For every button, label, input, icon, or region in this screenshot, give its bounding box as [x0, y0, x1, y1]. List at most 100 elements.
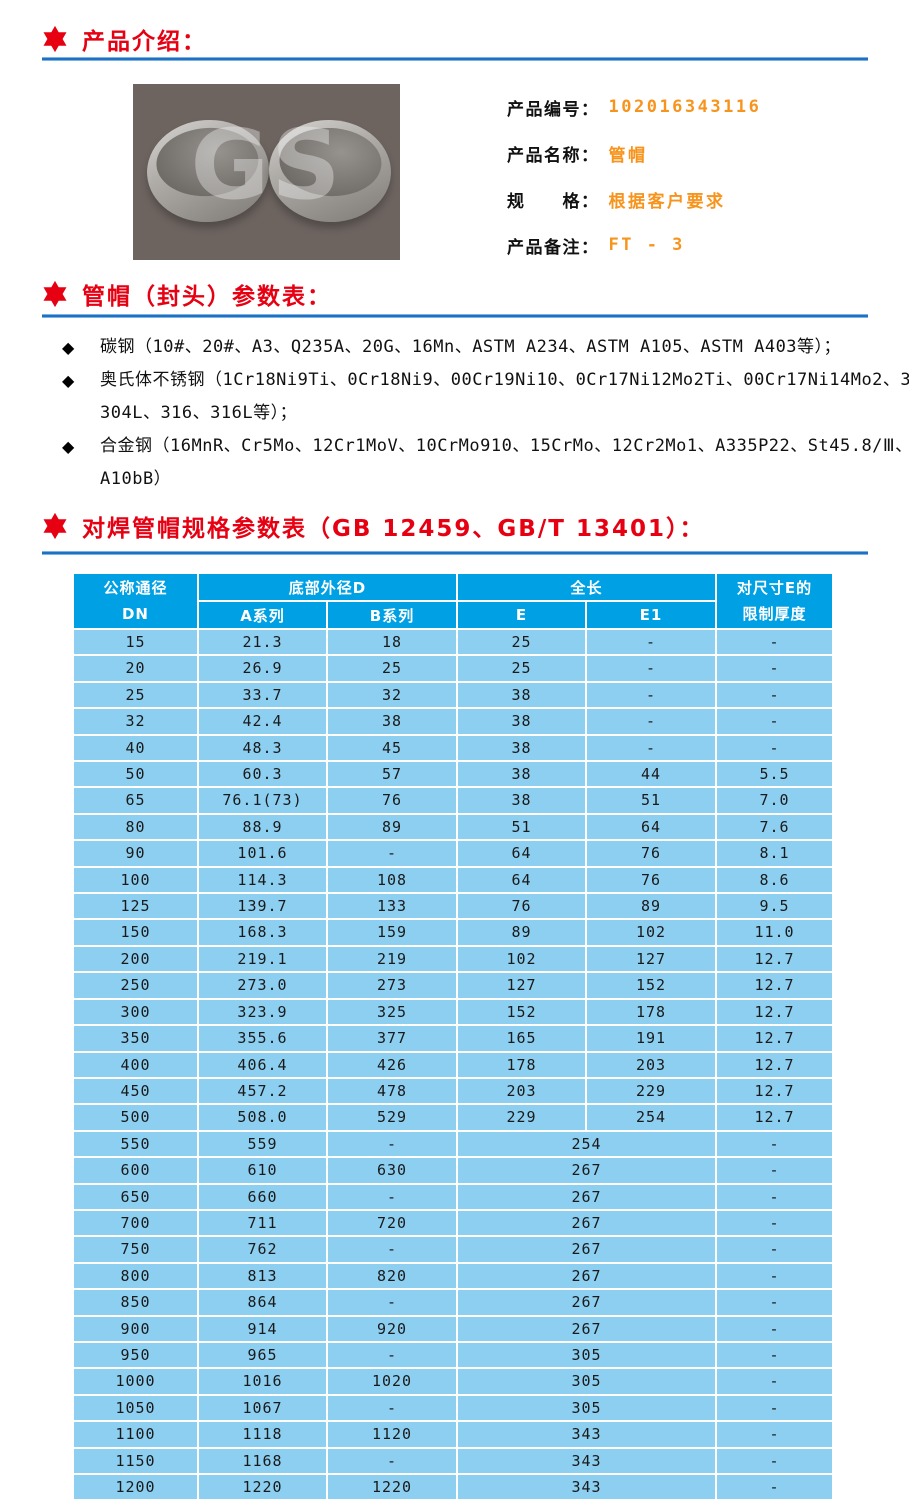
spec-cell: 267	[456, 1182, 717, 1211]
spec-cell: 229	[456, 1103, 587, 1132]
spec-row: 125 139.7 133 76 89 9.5	[72, 892, 834, 921]
col-group-length: 全长	[456, 572, 717, 602]
spec-cell: 80	[72, 812, 199, 842]
spec-row: 90 101.6-64 76 8.1	[72, 839, 834, 868]
spec-cell: -	[585, 627, 717, 657]
spec-cell: 25	[456, 627, 587, 657]
product-field: 产品编号： 102016343116	[507, 84, 761, 130]
product-info: 产品编号： 102016343116 产品名称： 管帽规 格： 根据客户要求 产品备注： F…	[507, 84, 761, 268]
star-icon	[43, 280, 67, 308]
spec-cell: 12.7	[715, 1103, 834, 1132]
spec-row: 250 273.0 273 127 152 12.7	[72, 971, 834, 1000]
spec-row: 450 457.2 478 203 229 12.7	[72, 1076, 834, 1106]
spec-row: 300 323.9 325 152 178 12.7	[72, 997, 834, 1027]
spec-row: 800 813 820 267-	[72, 1261, 834, 1291]
spec-cell: 65	[72, 786, 199, 815]
col-header-limit-line2: 限制厚度	[742, 605, 807, 623]
spec-row: 25 33.7 32 38- -	[72, 680, 834, 710]
product-photo: GS	[133, 84, 400, 260]
spec-cell: 450	[72, 1076, 199, 1106]
product-field-label: 产品名称：	[507, 145, 600, 166]
col-header-limit-line1: 对尺寸E的	[736, 579, 813, 597]
spec-cell: -	[326, 1393, 458, 1423]
spec-cell: 178	[456, 1050, 587, 1079]
product-field-value: 102016343116	[608, 97, 762, 117]
col-header-dn: 公称通径 DN	[72, 572, 199, 630]
spec-cell: 355.6	[197, 1024, 328, 1053]
spec-cell: 152	[585, 971, 717, 1000]
material-line: 奥氏体不锈钢（1Cr18Ni9Ti、0Cr18Ni9、00Cr19Ni10、0C…	[100, 370, 909, 390]
spec-cell: -	[715, 1129, 834, 1159]
spec-row: 200 219.1 219 102 127 12.7	[72, 944, 834, 974]
spec-cell: 1220	[197, 1472, 328, 1502]
spec-cell: 200	[72, 944, 199, 974]
material-lines: 碳钢（10#、20#、A3、Q235A、20G、16Mn、ASTM A234、A…	[100, 331, 841, 364]
spec-cell: 229	[585, 1076, 717, 1106]
spec-cell: 267	[456, 1314, 717, 1343]
divider-line	[42, 57, 868, 61]
section-params-header: 管帽（封头）参数表：	[40, 277, 332, 311]
spec-cell: -	[715, 1261, 834, 1291]
spec-cell: 305	[456, 1340, 717, 1370]
spec-cell: 12.7	[715, 1024, 834, 1053]
spec-cell: 38	[456, 733, 587, 763]
spec-cell: -	[715, 707, 834, 736]
spec-cell: 508.0	[197, 1103, 328, 1132]
spec-cell: 1168	[197, 1446, 328, 1476]
spec-cell: 800	[72, 1261, 199, 1291]
spec-cell: 762	[197, 1235, 328, 1264]
material-lines: 合金钢（16MnR、Cr5Mo、12Cr1MoV、10CrMo910、15CrM…	[100, 430, 909, 496]
header-row-1: 公称通径 DN 底部外径D 全长 对尺寸E的 限制厚度	[72, 572, 834, 630]
spec-row: 750 762-267-	[72, 1235, 834, 1264]
spec-cell: 76	[326, 786, 458, 815]
spec-cell: 529	[326, 1103, 458, 1132]
spec-cell: 500	[72, 1103, 199, 1132]
spec-cell: -	[326, 1129, 458, 1159]
spec-cell: 88.9	[197, 812, 328, 842]
spec-cell: 139.7	[197, 892, 328, 921]
material-lines: 奥氏体不锈钢（1Cr18Ni9Ti、0Cr18Ni9、00Cr19Ni10、0C…	[100, 364, 909, 430]
material-line: 碳钢（10#、20#、A3、Q235A、20G、16Mn、ASTM A234、A…	[100, 337, 842, 357]
spec-row: 40 48.3 45 38- -	[72, 733, 834, 763]
spec-cell: 325	[326, 997, 458, 1027]
material-line: 304L、316、316L等）；	[100, 403, 298, 423]
col-header-series-a: A系列	[197, 600, 328, 630]
header-row-2: A系列 B系列 E E1	[73, 600, 833, 630]
spec-cell: 127	[585, 944, 717, 974]
spec-row: 1050 1067-305-	[72, 1393, 834, 1423]
spec-row: 150 168.3 159 89 102 11.0	[72, 918, 834, 947]
spec-cell: 267	[456, 1261, 717, 1291]
spec-cell: 920	[326, 1314, 458, 1343]
spec-cell: 965	[197, 1340, 328, 1370]
spec-cell: 7.0	[715, 786, 834, 815]
spec-cell: 1067	[197, 1393, 328, 1423]
spec-row: 350 355.6 377 165 191 12.7	[72, 1024, 834, 1053]
section-spec-header: 对焊管帽规格参数表（GB 12459、GB/T 13401）：	[40, 509, 704, 543]
spec-row: 20 26.9 25 25- -	[72, 654, 834, 683]
spec-cell: -	[326, 1182, 458, 1211]
spec-row: 500 508.0 529 229 254 12.7	[72, 1103, 834, 1132]
spec-cell: -	[326, 1446, 458, 1476]
spec-cell: 11.0	[715, 918, 834, 947]
spec-cell: 1050	[72, 1393, 199, 1423]
spec-cell: 720	[326, 1208, 458, 1238]
product-field-value: 根据客户要求	[608, 191, 726, 212]
spec-cell: 64	[456, 839, 587, 868]
spec-cell: 610	[197, 1156, 328, 1185]
spec-cell: 191	[585, 1024, 717, 1053]
spec-cell: 750	[72, 1235, 199, 1264]
spec-row: 600 610 630 267-	[72, 1156, 834, 1185]
spec-cell: 350	[72, 1024, 199, 1053]
spec-cell: -	[585, 733, 717, 763]
spec-table-header: 公称通径 DN 底部外径D 全长 对尺寸E的 限制厚度 A系列 B系列 E E1	[72, 572, 834, 630]
spec-row: 700 711 720 267-	[72, 1208, 834, 1238]
spec-cell: 165	[456, 1024, 587, 1053]
spec-cell: 12.7	[715, 1050, 834, 1079]
product-field: 产品名称： 管帽	[507, 130, 761, 176]
spec-cell: 254	[585, 1103, 717, 1132]
spec-cell: 950	[72, 1340, 199, 1370]
star-icon	[43, 25, 67, 53]
spec-cell: 12.7	[715, 1076, 834, 1106]
spec-cell: 273	[326, 971, 458, 1000]
divider-line	[42, 551, 868, 555]
